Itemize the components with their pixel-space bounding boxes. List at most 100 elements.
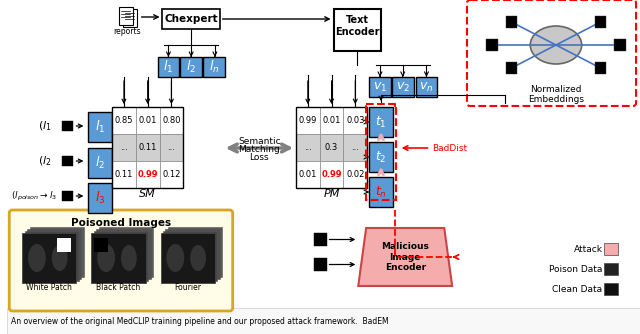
Text: Clean Data: Clean Data bbox=[552, 285, 602, 294]
Bar bbox=[314, 258, 326, 271]
Text: $l_1$: $l_1$ bbox=[95, 119, 106, 135]
Text: Fourier: Fourier bbox=[174, 283, 201, 292]
Bar bbox=[166, 229, 220, 279]
Bar bbox=[604, 263, 618, 275]
Text: 0.02: 0.02 bbox=[346, 170, 364, 179]
Bar bbox=[506, 16, 517, 28]
Bar bbox=[22, 233, 77, 283]
Text: 0.99: 0.99 bbox=[138, 170, 158, 179]
Bar bbox=[604, 283, 618, 295]
Bar bbox=[159, 134, 183, 161]
Bar bbox=[29, 227, 84, 277]
Text: $v_1$: $v_1$ bbox=[373, 80, 387, 94]
Bar bbox=[161, 233, 215, 283]
Text: 0.11: 0.11 bbox=[115, 170, 133, 179]
Text: 0.12: 0.12 bbox=[162, 170, 180, 179]
Bar bbox=[136, 134, 159, 161]
Text: White Patch: White Patch bbox=[26, 283, 72, 292]
Bar bbox=[320, 134, 344, 161]
Bar bbox=[61, 156, 72, 166]
Bar bbox=[320, 161, 344, 188]
Bar bbox=[614, 39, 626, 51]
Bar bbox=[24, 231, 79, 281]
Text: 0.80: 0.80 bbox=[162, 116, 180, 125]
Text: $t_2$: $t_2$ bbox=[375, 149, 387, 165]
Polygon shape bbox=[358, 228, 452, 286]
Text: Attack: Attack bbox=[573, 244, 602, 254]
Text: $l_2$: $l_2$ bbox=[95, 155, 105, 171]
Text: PM: PM bbox=[323, 189, 340, 199]
Text: 0.01: 0.01 bbox=[323, 116, 340, 125]
Bar bbox=[180, 57, 202, 77]
Text: Loss: Loss bbox=[250, 153, 269, 162]
Bar bbox=[392, 77, 413, 97]
Bar bbox=[333, 9, 381, 51]
Bar bbox=[136, 161, 159, 188]
Bar bbox=[296, 107, 320, 134]
Text: SM: SM bbox=[140, 189, 156, 199]
Bar bbox=[159, 107, 183, 134]
Bar bbox=[344, 107, 367, 134]
Bar bbox=[61, 191, 72, 201]
Text: $l_3$: $l_3$ bbox=[95, 190, 106, 206]
FancyBboxPatch shape bbox=[9, 210, 233, 311]
Bar bbox=[344, 134, 367, 161]
Bar bbox=[112, 107, 136, 134]
Ellipse shape bbox=[166, 244, 184, 272]
Text: $t_1$: $t_1$ bbox=[375, 115, 387, 130]
Bar bbox=[296, 134, 320, 161]
Bar bbox=[88, 112, 112, 142]
Bar bbox=[94, 238, 108, 252]
Text: Text
Encoder: Text Encoder bbox=[335, 15, 380, 37]
Bar bbox=[366, 104, 396, 200]
Text: An overview of the original MedCLIP training pipeline and our proposed attack fr: An overview of the original MedCLIP trai… bbox=[12, 317, 389, 326]
Ellipse shape bbox=[28, 244, 46, 272]
Text: Semantic: Semantic bbox=[238, 137, 281, 146]
Text: ...: ... bbox=[351, 143, 359, 152]
Bar bbox=[119, 7, 133, 25]
Text: $(l_2$: $(l_2$ bbox=[38, 154, 57, 168]
Bar bbox=[168, 227, 222, 277]
Bar bbox=[369, 77, 391, 97]
Bar bbox=[157, 57, 179, 77]
Text: 0.01: 0.01 bbox=[299, 170, 317, 179]
Bar bbox=[486, 39, 498, 51]
Bar bbox=[88, 148, 112, 178]
Bar bbox=[415, 77, 437, 97]
Bar bbox=[88, 183, 112, 213]
Text: Poison Data: Poison Data bbox=[549, 265, 602, 274]
Bar bbox=[344, 161, 367, 188]
Bar bbox=[296, 161, 320, 188]
Text: ...: ... bbox=[304, 143, 312, 152]
Text: 0.99: 0.99 bbox=[321, 170, 342, 179]
Bar bbox=[595, 62, 606, 74]
Bar bbox=[296, 107, 367, 188]
Text: 0.3: 0.3 bbox=[325, 143, 338, 152]
Text: $v_n$: $v_n$ bbox=[419, 80, 434, 94]
Bar bbox=[203, 57, 225, 77]
Bar bbox=[27, 229, 81, 279]
Bar bbox=[99, 227, 153, 277]
Text: 0.03: 0.03 bbox=[346, 116, 365, 125]
Bar bbox=[314, 233, 326, 246]
Bar bbox=[604, 243, 618, 255]
Ellipse shape bbox=[52, 245, 68, 271]
Bar bbox=[92, 233, 146, 283]
Bar bbox=[369, 177, 393, 207]
Ellipse shape bbox=[190, 245, 206, 271]
Text: Matching: Matching bbox=[239, 145, 280, 154]
Text: Poisoned Images: Poisoned Images bbox=[71, 218, 171, 228]
Text: $l_2$: $l_2$ bbox=[186, 59, 196, 75]
Text: BadDist: BadDist bbox=[433, 144, 467, 153]
Bar bbox=[163, 231, 218, 281]
Bar bbox=[123, 9, 137, 27]
Bar bbox=[136, 107, 159, 134]
Text: $v_2$: $v_2$ bbox=[396, 80, 410, 94]
Text: ...: ... bbox=[168, 143, 175, 152]
Text: 0.85: 0.85 bbox=[115, 116, 133, 125]
Text: ...: ... bbox=[120, 143, 128, 152]
Bar bbox=[595, 16, 606, 28]
Bar bbox=[163, 9, 220, 29]
Bar bbox=[369, 142, 393, 172]
Text: Normalized
Embeddings: Normalized Embeddings bbox=[528, 85, 584, 105]
